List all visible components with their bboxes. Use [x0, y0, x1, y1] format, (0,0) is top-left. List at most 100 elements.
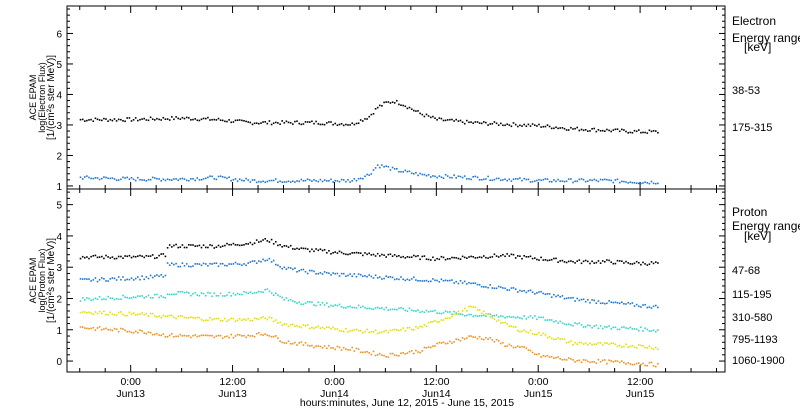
- data-point: [413, 109, 415, 112]
- data-point: [323, 327, 326, 330]
- data-point: [281, 296, 283, 299]
- data-point: [419, 112, 421, 115]
- data-point: [105, 254, 107, 257]
- data-point: [124, 314, 126, 317]
- data-point: [517, 316, 519, 318]
- data-point: [374, 255, 377, 257]
- data-point: [604, 302, 606, 305]
- data-point: [243, 334, 245, 337]
- data-point: [115, 328, 118, 330]
- data-point: [463, 175, 466, 177]
- data-point: [376, 306, 379, 309]
- data-point: [423, 324, 426, 326]
- data-point: [576, 126, 578, 129]
- data-point: [457, 282, 460, 285]
- data-point: [130, 277, 133, 279]
- data-point: [124, 177, 126, 179]
- data-point: [655, 304, 657, 307]
- data-point: [570, 358, 572, 360]
- data-point: [171, 116, 173, 118]
- data-point: [523, 346, 525, 348]
- data-point: [302, 324, 305, 326]
- data-point: [319, 345, 322, 348]
- data-point: [340, 123, 343, 125]
- data-point: [410, 172, 413, 175]
- data-point: [298, 301, 300, 303]
- data-point: [567, 178, 570, 180]
- data-point: [497, 256, 500, 258]
- data-point: [427, 280, 430, 283]
- data-point: [154, 177, 156, 179]
- data-point: [561, 359, 564, 361]
- data-point: [584, 180, 587, 183]
- data-point: [158, 178, 160, 180]
- data-point: [417, 351, 419, 353]
- data-point: [353, 306, 356, 309]
- data-point: [376, 332, 379, 335]
- data-point: [565, 323, 568, 326]
- data-point: [444, 317, 447, 320]
- data-point: [489, 313, 491, 315]
- data-point: [241, 335, 243, 337]
- data-point: [317, 123, 320, 125]
- data-point: [328, 344, 330, 347]
- data-point: [109, 177, 112, 180]
- data-point: [580, 298, 583, 301]
- data-point: [368, 274, 370, 276]
- legend-entry: 38-53: [732, 85, 760, 97]
- data-point: [393, 354, 396, 356]
- data-point: [470, 255, 472, 258]
- data-point: [517, 125, 519, 128]
- data-point: [298, 270, 300, 272]
- data-point: [340, 349, 343, 351]
- data-point: [610, 360, 612, 362]
- data-point: [655, 182, 657, 185]
- data-point: [519, 255, 521, 257]
- data-point: [224, 120, 226, 123]
- data-point: [417, 110, 419, 112]
- data-point: [455, 257, 457, 259]
- data-point: [241, 319, 243, 321]
- series-175-315: [79, 164, 659, 185]
- data-point: [589, 324, 591, 327]
- data-point: [470, 305, 472, 308]
- data-point: [190, 265, 192, 268]
- data-point: [438, 281, 441, 283]
- data-point: [472, 256, 474, 258]
- data-point: [345, 307, 347, 309]
- data-point: [483, 178, 485, 181]
- data-point: [139, 254, 141, 257]
- data-point: [90, 177, 92, 180]
- data-point: [370, 353, 373, 356]
- data-point: [423, 346, 426, 349]
- data-point: [629, 181, 632, 183]
- data-point: [132, 119, 135, 121]
- data-point: [86, 175, 88, 177]
- data-point: [247, 262, 249, 264]
- data-point: [625, 327, 627, 329]
- data-point: [270, 317, 273, 319]
- data-point: [213, 118, 216, 121]
- data-point: [188, 265, 190, 268]
- data-point: [300, 341, 303, 343]
- data-point: [625, 303, 627, 305]
- data-point: [559, 127, 561, 129]
- data-point: [105, 118, 107, 120]
- data-point: [440, 278, 443, 281]
- data-point: [408, 279, 411, 281]
- data-point: [410, 278, 413, 280]
- data-point: [345, 327, 347, 330]
- data-point: [644, 303, 646, 306]
- data-point: [332, 272, 334, 274]
- data-point: [589, 179, 591, 181]
- data-point: [610, 342, 612, 345]
- data-point: [217, 244, 220, 247]
- data-point: [213, 292, 216, 295]
- data-point: [438, 117, 441, 119]
- data-point: [604, 261, 606, 263]
- x-tick-label: 0:00: [528, 376, 549, 388]
- data-point: [523, 123, 525, 126]
- data-point: [164, 315, 167, 317]
- data-point: [132, 332, 135, 334]
- data-point: [200, 318, 203, 321]
